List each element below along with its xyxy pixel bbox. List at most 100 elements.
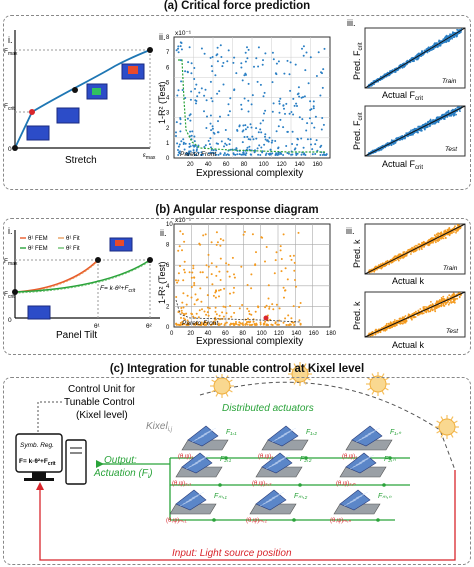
scatter-point — [219, 288, 222, 291]
scatter-point — [193, 135, 196, 138]
scatter-point — [426, 121, 429, 123]
xtick-label: 120 — [277, 162, 288, 168]
scatter-point — [247, 320, 250, 323]
scatter-point — [403, 251, 406, 253]
scatter-point — [271, 324, 274, 326]
scatter-point — [193, 303, 196, 306]
scatter-point — [285, 145, 288, 147]
scatter-point — [452, 114, 455, 117]
scatter-point — [286, 130, 289, 133]
a-ii-exp: x10⁻¹ — [175, 30, 192, 37]
scatter-point — [290, 258, 293, 261]
xtick-label: 140 — [295, 162, 306, 168]
scatter-point — [210, 273, 213, 276]
scatter-point — [268, 305, 271, 308]
scatter-point — [188, 114, 191, 117]
scatter-point — [292, 254, 295, 257]
scatter-point — [216, 241, 219, 244]
scatter-point — [441, 236, 443, 239]
scatter-point — [182, 323, 185, 326]
section-a-title: (a) Critical force prediction — [163, 0, 311, 12]
b-i-thumb-2-hot — [115, 240, 124, 246]
scatter-point — [440, 115, 443, 117]
scatter-point — [313, 126, 316, 129]
scatter-point — [181, 301, 184, 304]
b-i-point-start — [12, 289, 18, 295]
section-b-title: (b) Angular response diagram — [155, 204, 319, 216]
scatter-point — [190, 312, 193, 315]
scatter-point — [277, 323, 280, 326]
scatter-point — [434, 239, 437, 242]
scatter-point — [193, 67, 196, 69]
xtick-label: 180 — [326, 331, 337, 337]
scatter-point — [418, 247, 421, 250]
a-i-thumb-1 — [26, 125, 50, 141]
scatter-point — [446, 233, 448, 236]
scatter-point — [277, 60, 280, 63]
scatter-point — [218, 323, 221, 326]
scatter-point — [429, 238, 432, 241]
scatter-point — [264, 138, 267, 141]
scatter-point — [444, 237, 447, 240]
scatter-point — [241, 304, 244, 306]
scatter-point — [295, 102, 298, 105]
b-i-curve-theta2-fit — [14, 260, 151, 294]
scatter-point — [305, 51, 308, 54]
scatter-point — [240, 108, 243, 111]
scatter-point — [205, 313, 208, 316]
xtick-label: 100 — [259, 162, 270, 168]
scatter-point — [293, 104, 296, 107]
scatter-point — [413, 245, 416, 248]
scatter-point — [299, 302, 302, 304]
a-ii-xlabel: Expressional complexity — [196, 168, 303, 179]
scatter-point — [181, 233, 184, 235]
scatter-point — [242, 151, 245, 154]
scatter-point — [395, 259, 397, 262]
scatter-point — [272, 308, 275, 311]
scatter-point — [264, 135, 266, 138]
scatter-point — [437, 232, 439, 235]
scatter-point — [282, 154, 285, 156]
scatter-point — [456, 110, 458, 113]
scatter-point — [292, 113, 295, 116]
scatter-point — [223, 145, 225, 148]
scatter-point — [264, 52, 267, 55]
ytick-label: 7 — [166, 50, 170, 56]
b-ii-pareto-highlight — [263, 315, 269, 321]
ytick-label: 3 — [166, 111, 170, 117]
scatter-point — [210, 149, 213, 151]
a-ii-ylabel: 1-R² (Test) — [157, 81, 167, 124]
scatter-point — [235, 321, 237, 323]
scatter-point — [192, 267, 195, 270]
scatter-point — [195, 100, 198, 102]
a-iii-label: iii. — [347, 18, 356, 28]
b-ii-plot: ii. x10⁻¹ Pareto Front 0 2 4 6 8 10 0 20 40 60 80… — [157, 217, 337, 347]
scatter-point — [444, 116, 446, 119]
scatter-point — [210, 241, 213, 244]
scatter-point — [235, 323, 238, 325]
scatter-point — [195, 149, 198, 152]
scatter-point — [397, 136, 400, 139]
scatter-point — [217, 142, 219, 145]
scatter-point — [241, 322, 244, 325]
xtick-label: 0 — [170, 331, 174, 337]
scatter-point — [294, 279, 296, 281]
scatter-point — [203, 110, 205, 113]
scatter-point — [243, 97, 246, 100]
scatter-point — [250, 103, 253, 106]
scatter-point — [410, 57, 413, 60]
scatter-point — [251, 233, 254, 236]
scatter-point — [259, 128, 262, 131]
scatter-point — [192, 315, 195, 318]
scatter-point — [224, 129, 227, 131]
scatter-point — [175, 49, 178, 52]
scatter-point — [176, 281, 179, 284]
a-i-point-crit — [29, 109, 35, 115]
scatter-point — [278, 100, 281, 103]
scatter-point — [190, 286, 193, 288]
scatter-point — [409, 248, 412, 251]
scatter-point — [189, 150, 192, 153]
scatter-point — [192, 323, 195, 326]
scatter-point — [263, 91, 266, 94]
